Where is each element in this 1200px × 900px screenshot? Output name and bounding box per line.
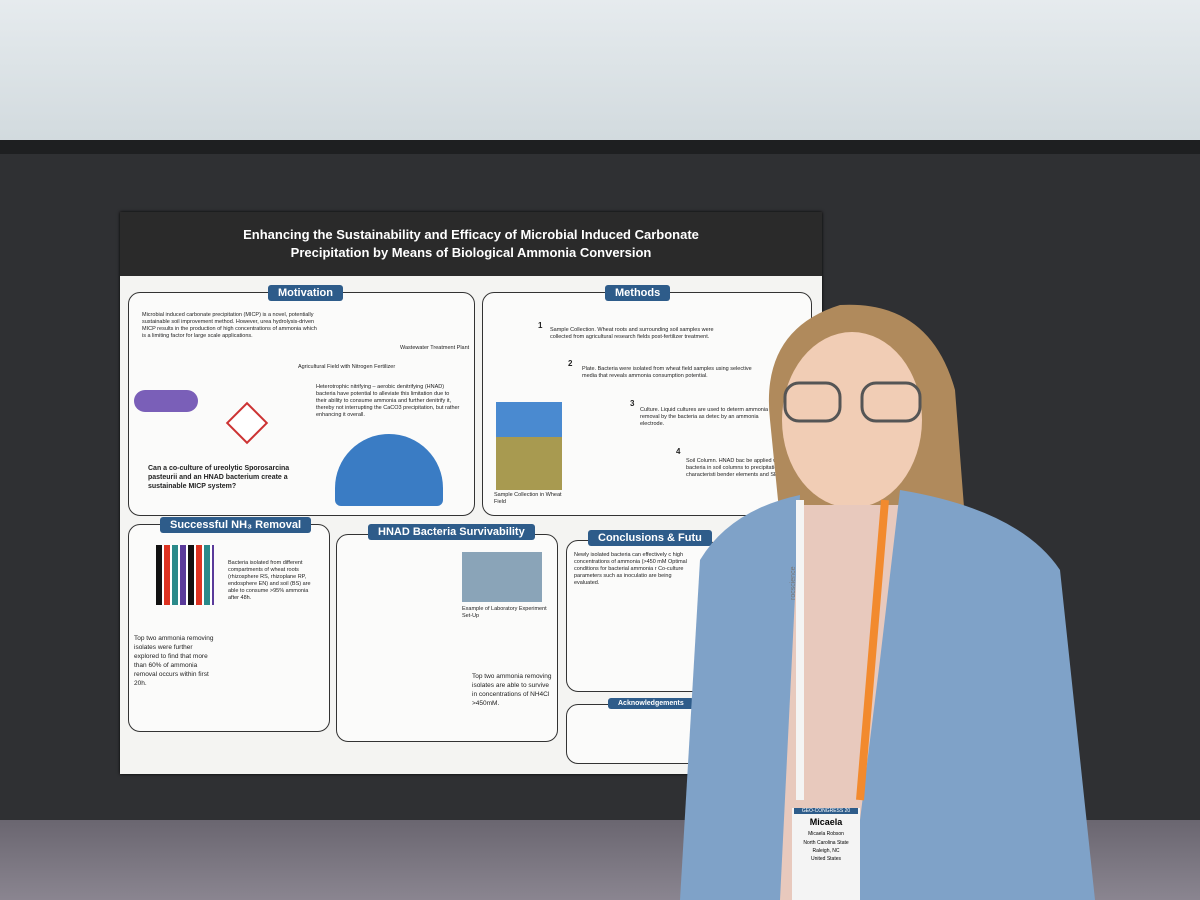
section-heading: Motivation	[268, 285, 343, 301]
section-heading: Successful NH₃ Removal	[160, 517, 312, 533]
ceiling	[0, 0, 1200, 160]
text: Newly isolated bacteria can effectively …	[574, 552, 687, 586]
text: Top two ammonia removing isolates were f…	[134, 635, 214, 687]
question: Can a co-culture of ureolytic Sporosarci…	[148, 465, 290, 490]
badge-country: United States	[810, 856, 842, 862]
step-text: Plate. Bacteria were isolated from wheat…	[582, 366, 752, 379]
step-text: Soil Column. HNAD bac be applied with ur…	[686, 458, 803, 478]
badge-affiliation: North Carolina State	[803, 840, 849, 846]
step-number: 3	[630, 399, 635, 408]
glasses	[783, 381, 842, 423]
text: Heterotrophic nitrifying – aerobic denit…	[316, 384, 460, 418]
caption: Agricultural Field with Nitrogen Fertili…	[298, 364, 396, 370]
badge-name: Micaela	[809, 817, 843, 827]
bar-chart-image	[156, 545, 214, 605]
poster-title: Enhancing the Sustainability and Efficac…	[120, 212, 822, 276]
badge-full-name: Micaela Robson	[808, 831, 844, 837]
text: Bacteria isolated from different compart…	[228, 560, 311, 601]
caption: Example of Laboratory Experiment Set-Up	[462, 606, 547, 619]
badge	[792, 808, 860, 900]
text: Microbial induced carbonate precipitatio…	[142, 312, 317, 339]
lab-photo	[462, 552, 542, 602]
step-text: Culture. Liquid cultures are used to det…	[640, 407, 769, 427]
blazer	[680, 495, 800, 900]
cell-icon	[134, 390, 198, 412]
text: Top two ammonia removing isolates are ab…	[472, 673, 552, 707]
step-number: 4	[676, 447, 681, 456]
face	[782, 332, 922, 508]
section-heading: Conclusions & Futu	[588, 530, 712, 546]
glasses	[860, 381, 922, 423]
caption: Sample Collection in Wheat Field	[494, 492, 562, 505]
section-heading: HNAD Bacteria Survivability	[368, 524, 535, 540]
step-number: 2	[568, 359, 573, 368]
caption: Wastewater Treatment Plant	[400, 345, 470, 351]
step-text: Sample Collection. Wheat roots and surro…	[550, 327, 714, 340]
lanyard	[856, 499, 889, 801]
badge-event: GEO-CONGRESS 20	[794, 808, 858, 814]
badge-city: Raleigh, NC	[812, 848, 840, 854]
blazer	[850, 490, 1095, 900]
step-number: 1	[538, 321, 543, 330]
wheat-photo	[496, 402, 562, 490]
lanyard-text: rocscience	[790, 566, 797, 600]
section-heading: Methods	[605, 285, 671, 301]
section-heading: Acknowledgements	[608, 698, 694, 709]
